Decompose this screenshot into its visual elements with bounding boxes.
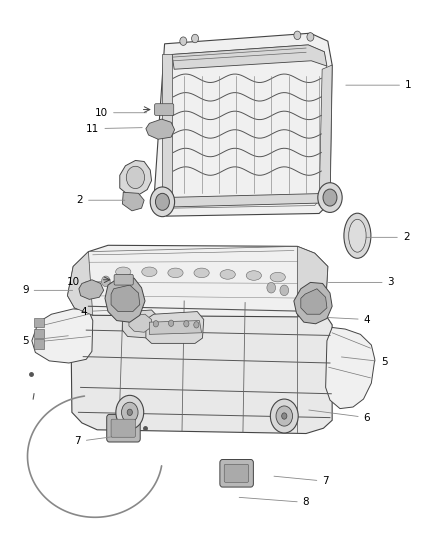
Ellipse shape (142, 267, 157, 277)
Circle shape (184, 320, 189, 327)
Circle shape (169, 320, 174, 326)
Bar (35, 328, 44, 338)
PathPatch shape (172, 45, 327, 69)
Circle shape (267, 282, 276, 293)
Ellipse shape (270, 272, 286, 282)
Ellipse shape (349, 219, 366, 252)
PathPatch shape (67, 245, 328, 317)
Circle shape (323, 189, 337, 206)
FancyBboxPatch shape (114, 274, 133, 285)
PathPatch shape (120, 160, 152, 195)
Circle shape (194, 321, 199, 328)
PathPatch shape (122, 192, 144, 211)
Circle shape (180, 37, 187, 45)
PathPatch shape (67, 252, 93, 316)
FancyBboxPatch shape (220, 459, 253, 487)
Ellipse shape (168, 268, 183, 278)
Circle shape (155, 193, 170, 211)
Circle shape (318, 183, 342, 213)
Ellipse shape (220, 270, 235, 279)
PathPatch shape (146, 312, 204, 343)
PathPatch shape (297, 246, 328, 317)
Text: 2: 2 (76, 195, 125, 205)
Circle shape (191, 34, 198, 43)
Text: 1: 1 (346, 80, 412, 90)
Text: 5: 5 (342, 357, 388, 367)
Text: 6: 6 (309, 410, 370, 423)
Circle shape (307, 33, 314, 41)
PathPatch shape (154, 33, 332, 216)
Ellipse shape (194, 268, 209, 278)
Circle shape (282, 413, 287, 419)
Circle shape (121, 402, 138, 422)
Text: 9: 9 (22, 285, 73, 295)
Circle shape (276, 406, 293, 426)
PathPatch shape (111, 285, 140, 312)
Text: 5: 5 (22, 336, 68, 346)
PathPatch shape (162, 54, 172, 198)
PathPatch shape (122, 310, 158, 338)
PathPatch shape (71, 298, 332, 433)
PathPatch shape (319, 65, 332, 206)
PathPatch shape (301, 289, 327, 314)
Circle shape (110, 285, 119, 296)
PathPatch shape (105, 277, 145, 322)
PathPatch shape (129, 314, 152, 332)
FancyBboxPatch shape (111, 419, 135, 437)
Text: 7: 7 (274, 476, 329, 486)
Text: 11: 11 (86, 124, 142, 134)
FancyBboxPatch shape (224, 464, 249, 482)
Circle shape (270, 399, 298, 433)
Ellipse shape (126, 166, 145, 189)
Circle shape (280, 285, 289, 296)
Circle shape (150, 187, 175, 216)
Text: 2: 2 (361, 232, 410, 243)
Circle shape (127, 409, 132, 416)
Circle shape (153, 320, 159, 327)
Circle shape (294, 31, 301, 39)
Text: 7: 7 (74, 437, 114, 447)
Ellipse shape (246, 271, 261, 280)
Text: 3: 3 (328, 277, 394, 287)
Circle shape (102, 276, 110, 287)
Text: 4: 4 (81, 306, 134, 317)
Text: 4: 4 (318, 314, 370, 325)
Ellipse shape (116, 267, 131, 277)
Bar (35, 339, 44, 349)
PathPatch shape (294, 282, 332, 324)
PathPatch shape (162, 193, 330, 207)
FancyBboxPatch shape (107, 415, 140, 442)
Ellipse shape (344, 213, 371, 259)
PathPatch shape (32, 309, 93, 363)
Text: 8: 8 (239, 497, 309, 507)
PathPatch shape (79, 280, 104, 300)
Bar (35, 318, 44, 327)
PathPatch shape (325, 327, 375, 409)
PathPatch shape (146, 119, 175, 139)
FancyBboxPatch shape (155, 104, 174, 115)
Text: 10: 10 (67, 277, 110, 287)
PathPatch shape (149, 320, 201, 334)
Text: 10: 10 (95, 108, 147, 118)
Circle shape (116, 395, 144, 429)
